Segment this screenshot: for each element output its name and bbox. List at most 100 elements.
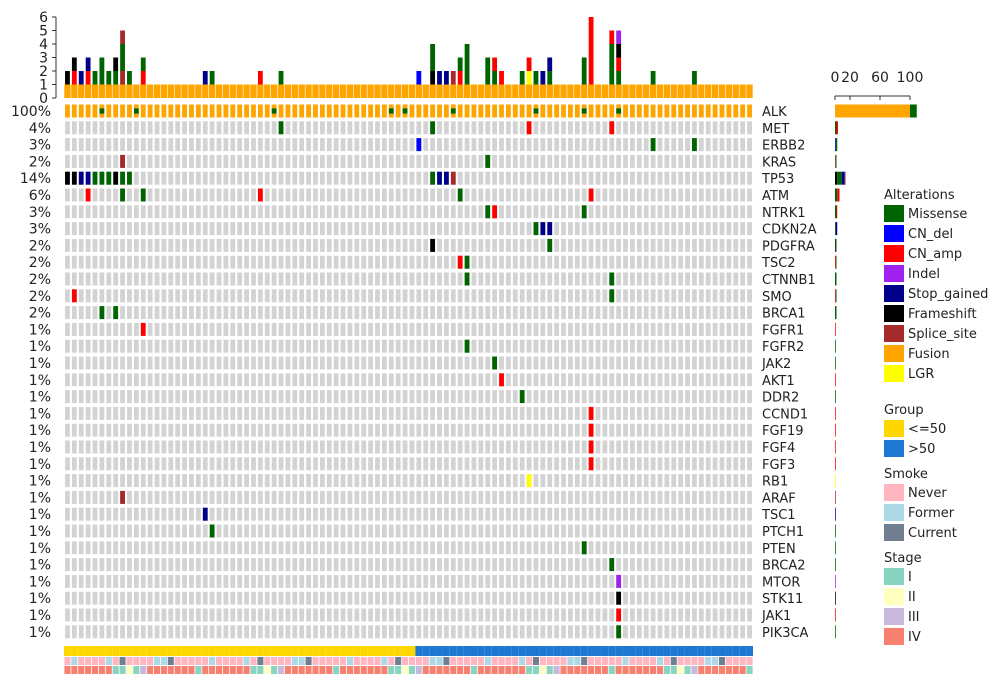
grid-cell <box>437 457 442 471</box>
top-bar-segment <box>305 84 312 98</box>
grid-cell <box>133 272 139 286</box>
grid-cell <box>264 154 270 168</box>
grid-cell <box>409 558 415 572</box>
grid-cell <box>678 154 684 168</box>
grid-cell <box>223 541 229 555</box>
grid-cell <box>733 154 739 168</box>
top-bar-segment <box>574 84 581 98</box>
grid-cell <box>492 222 498 236</box>
grid-cell <box>319 373 325 387</box>
row-percentage: 2% <box>29 154 51 170</box>
grid-cell <box>140 154 146 168</box>
grid-cell <box>78 558 84 572</box>
grid-cell <box>512 474 518 488</box>
grid-cell <box>616 524 622 538</box>
grid-cell <box>189 423 194 437</box>
grid-cell <box>368 289 374 303</box>
grid-cell <box>375 524 380 538</box>
top-axis-tick-label: 6 <box>39 10 48 26</box>
grid-cell <box>450 272 456 286</box>
grid-cell <box>692 322 697 336</box>
grid-cell <box>395 322 401 336</box>
grid-cell <box>485 457 491 471</box>
group-annotation-cell <box>194 646 202 656</box>
smoke-annotation-cell <box>684 657 691 665</box>
row-percentage: 1% <box>29 608 51 624</box>
grid-cell <box>574 507 580 521</box>
grid-cell <box>223 390 229 404</box>
grid-cell <box>78 104 84 118</box>
grid-cell <box>678 104 684 118</box>
grid-cell <box>182 289 187 303</box>
grid-cell <box>430 154 436 168</box>
grid-cell <box>78 373 84 387</box>
grid-cell <box>113 222 119 236</box>
group-annotation-cell <box>560 646 567 656</box>
grid-cell <box>547 608 553 622</box>
grid-cell <box>705 205 711 219</box>
grid-cell <box>478 222 484 236</box>
grid-cell <box>602 205 608 219</box>
grid-cell <box>712 104 718 118</box>
grid-cell <box>671 507 677 521</box>
stage-annotation-cell <box>532 666 540 674</box>
grid-cell <box>733 238 739 252</box>
grid-cell <box>230 558 236 572</box>
grid-cell <box>437 406 442 420</box>
top-bar-segment <box>547 57 553 71</box>
grid-cell <box>354 356 360 370</box>
grid-cell <box>568 390 573 404</box>
grid-cell <box>568 356 573 370</box>
mutation-mark <box>609 272 615 286</box>
grid-cell <box>671 322 677 336</box>
grid-cell <box>147 474 153 488</box>
grid-cell <box>726 255 732 269</box>
stage-annotation-cell <box>167 666 174 674</box>
grid-cell <box>326 390 332 404</box>
group-annotation-cell <box>601 646 609 656</box>
grid-cell <box>306 188 312 202</box>
mutation-mark <box>202 507 208 521</box>
grid-cell <box>133 474 139 488</box>
grid-cell <box>616 440 622 454</box>
grid-cell <box>450 205 456 219</box>
grid-cell <box>223 154 229 168</box>
grid-cell <box>251 591 256 605</box>
grid-cell <box>471 238 477 252</box>
grid-cell <box>368 474 374 488</box>
grid-cell <box>209 272 215 286</box>
grid-cell <box>671 339 677 353</box>
group-annotation-cell <box>250 646 257 656</box>
top-bar-segment <box>250 84 257 98</box>
grid-cell <box>657 591 663 605</box>
grid-cell <box>540 591 546 605</box>
grid-cell <box>499 490 504 504</box>
grid-cell <box>747 222 752 236</box>
grid-cell <box>209 507 215 521</box>
right-bar-segment <box>835 457 836 471</box>
grid-cell <box>78 138 84 152</box>
grid-cell <box>643 121 649 135</box>
top-bar-segment <box>71 57 77 71</box>
grid-cell <box>698 138 704 152</box>
grid-cell <box>712 138 718 152</box>
grid-cell <box>416 474 422 488</box>
grid-cell <box>519 121 525 135</box>
grid-cell <box>140 222 146 236</box>
grid-cell <box>698 474 704 488</box>
grid-cell <box>354 524 360 538</box>
top-bar-segment <box>450 84 457 98</box>
grid-cell <box>264 289 270 303</box>
top-bar-segment <box>588 17 594 31</box>
grid-cell <box>147 591 153 605</box>
stage-annotation-cell <box>746 666 753 674</box>
grid-cell <box>106 138 112 152</box>
stage-annotation-cell <box>732 666 739 674</box>
grid-cell <box>609 339 615 353</box>
grid-cell <box>740 306 746 320</box>
grid-cell <box>402 339 408 353</box>
grid-cell <box>457 238 463 252</box>
grid-cell <box>464 406 470 420</box>
top-bar-segment <box>692 71 697 85</box>
grid-cell <box>554 356 560 370</box>
